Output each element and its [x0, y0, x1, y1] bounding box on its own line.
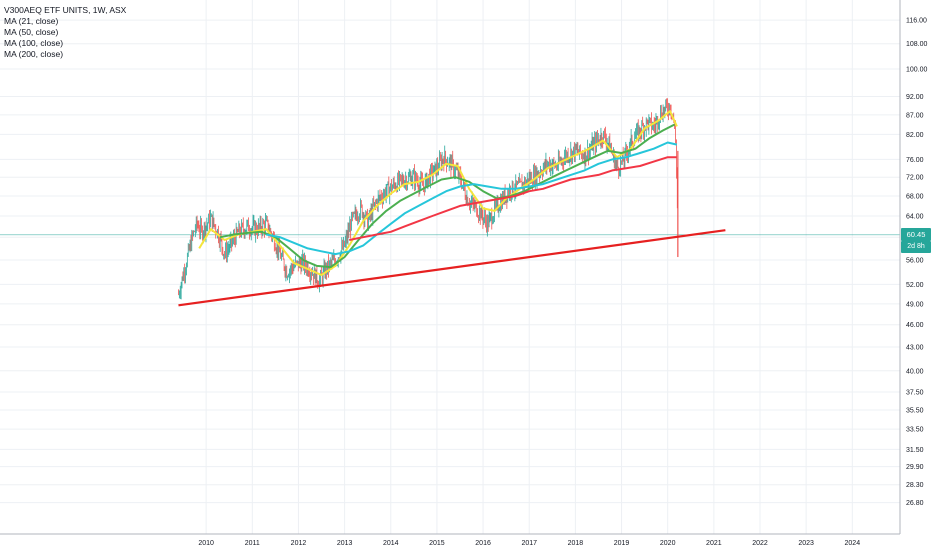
- x-tick-label: 2012: [291, 540, 307, 547]
- trendline[interactable]: [178, 229, 726, 307]
- ma-line-100: [266, 141, 678, 256]
- x-tick-label: 2011: [245, 540, 260, 547]
- moving-averages: [198, 110, 678, 276]
- bar-countdown-label: 2d 8h: [901, 241, 931, 254]
- y-tick-label: 28.30: [906, 482, 924, 489]
- support-trendline: [178, 229, 726, 307]
- x-tick-label: 2016: [475, 540, 491, 547]
- x-tick-label: 2023: [798, 540, 814, 547]
- y-tick-label: 108.00: [906, 41, 928, 48]
- y-tick-label: 76.00: [906, 157, 924, 164]
- y-tick-label: 26.80: [906, 500, 924, 507]
- gridlines: [0, 0, 900, 534]
- ma-line-200: [349, 156, 677, 241]
- y-tick-label: 72.00: [906, 175, 924, 182]
- x-tick-label: 2015: [429, 540, 445, 547]
- x-tick-label: 2014: [383, 540, 399, 547]
- legend-entry-ma100[interactable]: MA (100, close): [4, 38, 64, 48]
- ma-line-50: [219, 123, 676, 269]
- legend-entry-ma50[interactable]: MA (50, close): [4, 27, 59, 37]
- y-tick-label: 52.00: [906, 282, 924, 289]
- y-tick-label: 68.00: [906, 194, 924, 201]
- x-tick-label: 2024: [845, 540, 861, 547]
- legend-entry-ma21[interactable]: MA (21, close): [4, 16, 59, 26]
- x-tick-label: 2010: [198, 540, 214, 547]
- x-tick-label: 2021: [706, 540, 722, 547]
- y-tick-label: 29.90: [906, 464, 924, 471]
- x-tick-label: 2013: [337, 540, 353, 547]
- y-tick-label: 116.00: [906, 18, 927, 25]
- y-tick-label: 49.00: [906, 301, 924, 308]
- price-bars: [178, 98, 679, 300]
- y-tick-label: 37.50: [906, 390, 924, 397]
- y-tick-label: 87.00: [906, 112, 924, 119]
- y-tick-label: 46.00: [906, 322, 924, 329]
- y-tick-label: 82.00: [906, 132, 924, 139]
- y-tick-label: 56.00: [906, 257, 924, 264]
- last-price-label: 60.45: [901, 228, 931, 242]
- ma-line-21: [198, 110, 678, 276]
- x-tick-label: 2019: [614, 540, 630, 547]
- y-tick-label: 35.50: [906, 408, 924, 415]
- x-tick-label: 2020: [660, 540, 676, 547]
- chart-title[interactable]: V300AEQ ETF UNITS, 1W, ASX: [4, 5, 127, 15]
- y-tick-label: 40.00: [906, 368, 924, 375]
- y-tick-label: 92.00: [906, 94, 924, 101]
- y-tick-label: 33.50: [906, 427, 924, 434]
- legend: V300AEQ ETF UNITS, 1W, ASX MA (21, close…: [4, 5, 126, 60]
- y-tick-label: 100.00: [906, 67, 928, 74]
- x-tick-label: 2018: [568, 540, 584, 547]
- y-tick-label: 43.00: [906, 344, 924, 351]
- x-tick-label: 2022: [752, 540, 768, 547]
- y-tick-label: 31.50: [906, 447, 924, 454]
- legend-entry-ma200[interactable]: MA (200, close): [4, 49, 64, 59]
- x-tick-label: 2017: [521, 540, 537, 547]
- y-tick-label: 64.00: [906, 213, 924, 220]
